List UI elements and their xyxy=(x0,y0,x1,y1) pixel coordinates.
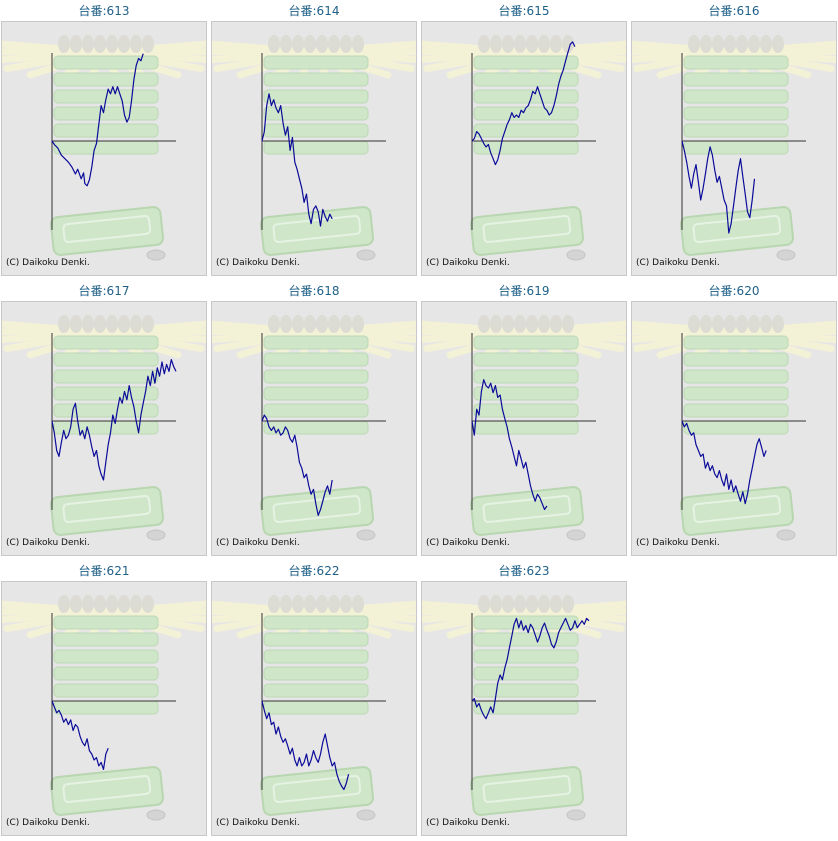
line-plot xyxy=(471,613,596,790)
copyright-text: (C) Daikoku Denki. xyxy=(6,818,90,828)
series-line xyxy=(471,379,548,511)
chart-title: 台番:619 xyxy=(498,284,550,298)
series-line xyxy=(261,93,333,227)
line-plot xyxy=(51,53,176,230)
machine-background-illustration xyxy=(2,595,206,821)
series-line xyxy=(681,420,767,505)
line-plot xyxy=(471,333,596,511)
line-plot xyxy=(51,333,177,510)
chart-title: 台番:613 xyxy=(78,4,130,18)
chart-panel: (C) Daikoku Denki. xyxy=(421,301,627,556)
machine-background-illustration xyxy=(2,315,206,541)
series-line xyxy=(681,140,756,234)
line-plot xyxy=(471,41,596,230)
series-line xyxy=(51,358,177,481)
chart-panel: (C) Daikoku Denki. xyxy=(211,301,417,556)
machine-background-illustration xyxy=(212,315,416,541)
copyright-text: (C) Daikoku Denki. xyxy=(636,258,720,268)
line-plot xyxy=(261,333,386,516)
series-line xyxy=(261,700,350,791)
chart-title: 台番:621 xyxy=(78,564,130,578)
machine-background-illustration xyxy=(632,35,836,261)
copyright-text: (C) Daikoku Denki. xyxy=(216,818,300,828)
chart-title: 台番:618 xyxy=(288,284,340,298)
chart-panel: (C) Daikoku Denki. xyxy=(1,301,207,556)
chart-panel: (C) Daikoku Denki. xyxy=(631,21,837,276)
chart-panel: (C) Daikoku Denki. xyxy=(211,581,417,836)
copyright-text: (C) Daikoku Denki. xyxy=(6,258,90,268)
chart-panel: (C) Daikoku Denki. xyxy=(1,21,207,276)
chart-panel: (C) Daikoku Denki. xyxy=(421,21,627,276)
chart-panel: (C) Daikoku Denki. xyxy=(1,581,207,836)
copyright-text: (C) Daikoku Denki. xyxy=(636,538,720,548)
chart-panel: (C) Daikoku Denki. xyxy=(631,301,837,556)
line-plot xyxy=(681,333,806,510)
machine-background-illustration xyxy=(212,35,416,261)
chart-title: 台番:620 xyxy=(708,284,760,298)
machine-background-illustration xyxy=(632,315,836,541)
copyright-text: (C) Daikoku Denki. xyxy=(216,538,300,548)
series-line xyxy=(51,700,109,770)
series-line xyxy=(51,53,144,187)
chart-title: 台番:616 xyxy=(708,4,760,18)
line-plot xyxy=(51,613,176,790)
chart-title: 台番:622 xyxy=(288,564,340,578)
chart-panel: (C) Daikoku Denki. xyxy=(211,21,417,276)
copyright-text: (C) Daikoku Denki. xyxy=(216,258,300,268)
machine-background-illustration xyxy=(422,595,626,821)
machine-background-illustration xyxy=(212,595,416,821)
chart-title: 台番:623 xyxy=(498,564,550,578)
chart-title: 台番:614 xyxy=(288,4,340,18)
chart-title: 台番:617 xyxy=(78,284,130,298)
series-line xyxy=(471,617,590,720)
line-plot xyxy=(261,613,386,791)
copyright-text: (C) Daikoku Denki. xyxy=(426,258,510,268)
line-plot xyxy=(681,53,806,234)
copyright-text: (C) Daikoku Denki. xyxy=(426,818,510,828)
chart-title: 台番:615 xyxy=(498,4,550,18)
series-line xyxy=(471,41,576,166)
line-plot xyxy=(261,53,386,230)
chart-panel: (C) Daikoku Denki. xyxy=(421,581,627,836)
series-line xyxy=(261,414,333,516)
copyright-text: (C) Daikoku Denki. xyxy=(426,538,510,548)
copyright-text: (C) Daikoku Denki. xyxy=(6,538,90,548)
machine-background-illustration xyxy=(422,315,626,541)
